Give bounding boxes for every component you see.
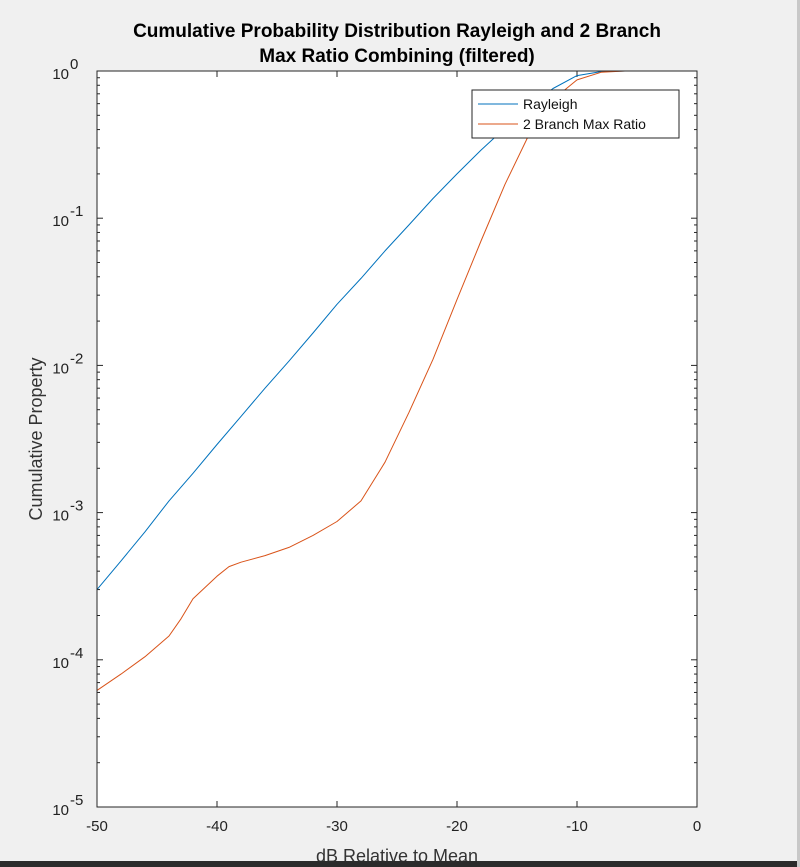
window-right-edge (797, 0, 800, 867)
series-line-1 (96, 70, 673, 590)
legend: Rayleigh 2 Branch Max Ratio (471, 89, 680, 139)
legend-label-1: Rayleigh (523, 96, 577, 112)
chart-title-line1: Cumulative Probability Distribution Rayl… (133, 21, 661, 42)
x-tick-label: -20 (446, 818, 468, 835)
x-tick-label: 0 (693, 818, 701, 835)
y-tick-label-base: 10 (52, 213, 69, 230)
legend-label-2: 2 Branch Max Ratio (523, 116, 646, 132)
y-tick-label-exponent: 0 (70, 56, 78, 73)
x-tick-label: -30 (326, 818, 348, 835)
y-tick-label-exponent: -1 (70, 203, 83, 220)
y-tick-label-exponent: -3 (70, 498, 83, 515)
y-tick-label-base: 10 (52, 508, 69, 525)
y-tick-label-base: 10 (52, 655, 69, 672)
y-tick-label-base: 10 (52, 66, 69, 83)
axes-background (97, 71, 697, 807)
y-tick-label-base: 10 (52, 802, 69, 819)
legend-box (471, 89, 680, 139)
x-tick-label: -40 (206, 818, 228, 835)
chart-title-line2: Max Ratio Combining (filtered) (259, 46, 535, 67)
x-tick-label: -10 (566, 818, 588, 835)
y-tick-label-base: 10 (52, 360, 69, 377)
x-axis-ticks: -50 -40 -30 -20 -10 0 (86, 71, 701, 835)
y-axis-label: Cumulative Property (26, 357, 46, 520)
y-tick-label-exponent: -4 (70, 645, 83, 662)
window-bottom-bar (0, 861, 800, 867)
x-tick-label: -50 (86, 818, 108, 835)
y-tick-label-exponent: -5 (70, 792, 83, 809)
y-tick-label-exponent: -2 (70, 350, 83, 367)
axes-box (96, 70, 698, 808)
